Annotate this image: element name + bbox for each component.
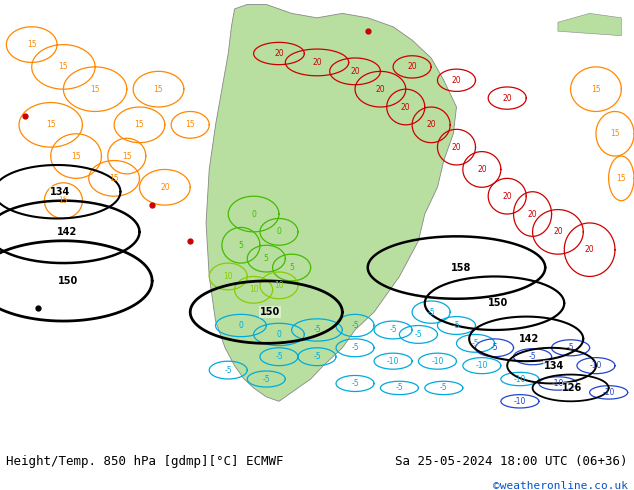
Text: 15: 15 [616, 174, 626, 183]
Text: 20: 20 [502, 192, 512, 201]
Text: 20: 20 [312, 58, 322, 67]
Text: -5: -5 [351, 343, 359, 352]
Text: -5: -5 [389, 325, 397, 335]
Text: 134: 134 [50, 187, 70, 197]
Text: 126: 126 [562, 383, 583, 393]
Text: -5: -5 [313, 325, 321, 335]
Text: 10: 10 [249, 285, 259, 294]
Text: -5: -5 [491, 343, 498, 352]
Text: -5: -5 [396, 384, 403, 392]
Text: 15: 15 [58, 196, 68, 205]
Text: ©weatheronline.co.uk: ©weatheronline.co.uk [493, 481, 628, 490]
Text: 15: 15 [109, 174, 119, 183]
Text: 15: 15 [58, 62, 68, 72]
Text: Height/Temp. 850 hPa [gdmp][°C] ECMWF: Height/Temp. 850 hPa [gdmp][°C] ECMWF [6, 455, 284, 468]
Text: 15: 15 [610, 129, 620, 138]
Text: -10: -10 [387, 357, 399, 366]
Text: 20: 20 [451, 76, 462, 85]
Text: 15: 15 [591, 85, 601, 94]
Text: 0: 0 [238, 321, 243, 330]
Polygon shape [206, 4, 456, 401]
Text: -10: -10 [514, 374, 526, 384]
Text: 20: 20 [502, 94, 512, 102]
Text: -5: -5 [313, 352, 321, 361]
Text: 15: 15 [185, 121, 195, 129]
Text: -5: -5 [453, 321, 460, 330]
Text: 5: 5 [289, 263, 294, 272]
Text: 10: 10 [274, 281, 284, 290]
Text: 20: 20 [553, 227, 563, 236]
Text: 142: 142 [57, 227, 77, 237]
Text: -5: -5 [275, 352, 283, 361]
Text: 20: 20 [585, 245, 595, 254]
Polygon shape [558, 13, 621, 36]
Text: 0: 0 [251, 210, 256, 219]
Text: -5: -5 [351, 379, 359, 388]
Text: 20: 20 [375, 85, 385, 94]
Text: 20: 20 [274, 49, 284, 58]
Text: -10: -10 [514, 397, 526, 406]
Text: 158: 158 [451, 263, 471, 272]
Text: 20: 20 [477, 165, 487, 174]
Text: 150: 150 [58, 276, 78, 286]
Text: 5: 5 [238, 241, 243, 250]
Text: -5: -5 [224, 366, 232, 374]
Text: 142: 142 [519, 334, 539, 344]
Text: 150: 150 [488, 298, 508, 308]
Text: 15: 15 [46, 121, 56, 129]
Text: 134: 134 [544, 361, 564, 370]
Text: 10: 10 [223, 272, 233, 281]
Text: 20: 20 [350, 67, 360, 76]
Text: 5: 5 [264, 254, 269, 263]
Text: 20: 20 [451, 143, 462, 151]
Text: -10: -10 [431, 357, 444, 366]
Text: Sa 25-05-2024 18:00 UTC (06+36): Sa 25-05-2024 18:00 UTC (06+36) [395, 455, 628, 468]
Text: -5: -5 [567, 343, 574, 352]
Text: 20: 20 [401, 102, 411, 112]
Text: 15: 15 [90, 85, 100, 94]
Text: -5: -5 [529, 352, 536, 361]
Text: 0: 0 [276, 330, 281, 339]
Text: 15: 15 [134, 121, 145, 129]
Text: -5: -5 [262, 374, 270, 384]
Text: -5: -5 [440, 384, 448, 392]
Text: -10: -10 [590, 361, 602, 370]
Text: 15: 15 [122, 151, 132, 161]
Text: 0: 0 [276, 227, 281, 236]
Text: 20: 20 [407, 62, 417, 72]
Text: 15: 15 [71, 151, 81, 161]
Text: -5: -5 [415, 330, 422, 339]
Text: -10: -10 [602, 388, 615, 397]
Text: 20: 20 [426, 121, 436, 129]
Text: 150: 150 [260, 307, 280, 317]
Text: -5: -5 [351, 321, 359, 330]
Text: -5: -5 [472, 339, 479, 348]
Text: 15: 15 [27, 40, 37, 49]
Text: -10: -10 [552, 379, 564, 388]
Text: 15: 15 [153, 85, 164, 94]
Text: 20: 20 [527, 210, 538, 219]
Text: -10: -10 [476, 361, 488, 370]
Text: -5: -5 [427, 308, 435, 317]
Text: 20: 20 [160, 183, 170, 192]
